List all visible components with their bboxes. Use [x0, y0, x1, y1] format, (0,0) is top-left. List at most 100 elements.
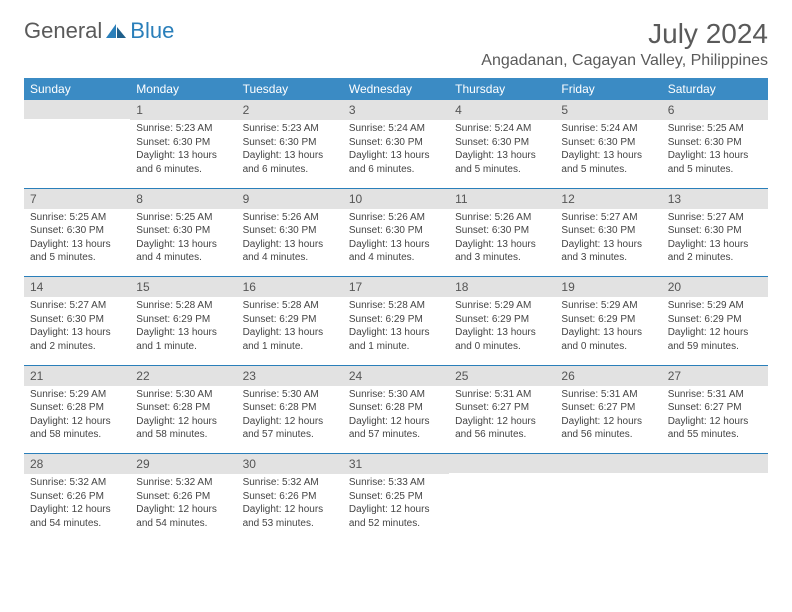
sunrise-line: Sunrise: 5:23 AM — [243, 122, 337, 136]
day-number: 28 — [24, 454, 130, 474]
day-cell: 15Sunrise: 5:28 AMSunset: 6:29 PMDayligh… — [130, 277, 236, 365]
calendar-body: 1Sunrise: 5:23 AMSunset: 6:30 PMDaylight… — [24, 100, 768, 542]
day-body: Sunrise: 5:23 AMSunset: 6:30 PMDaylight:… — [237, 120, 343, 180]
day-cell: 2Sunrise: 5:23 AMSunset: 6:30 PMDaylight… — [237, 100, 343, 188]
daylight-line: Daylight: 12 hours and 57 minutes. — [349, 415, 443, 442]
day-cell: 16Sunrise: 5:28 AMSunset: 6:29 PMDayligh… — [237, 277, 343, 365]
day-header: Saturday — [662, 78, 768, 100]
day-body: Sunrise: 5:30 AMSunset: 6:28 PMDaylight:… — [343, 386, 449, 446]
daylight-line: Daylight: 13 hours and 5 minutes. — [455, 149, 549, 176]
day-number: 23 — [237, 366, 343, 386]
day-number: 21 — [24, 366, 130, 386]
day-number: 1 — [130, 100, 236, 120]
daylight-line: Daylight: 13 hours and 1 minute. — [243, 326, 337, 353]
day-number: 22 — [130, 366, 236, 386]
sunset-line: Sunset: 6:29 PM — [668, 313, 762, 327]
day-cell — [555, 454, 661, 542]
day-body: Sunrise: 5:31 AMSunset: 6:27 PMDaylight:… — [555, 386, 661, 446]
daylight-line: Daylight: 12 hours and 54 minutes. — [30, 503, 124, 530]
sunset-line: Sunset: 6:29 PM — [136, 313, 230, 327]
sunrise-line: Sunrise: 5:32 AM — [243, 476, 337, 490]
day-body: Sunrise: 5:32 AMSunset: 6:26 PMDaylight:… — [130, 474, 236, 534]
day-number: 11 — [449, 189, 555, 209]
daylight-line: Daylight: 13 hours and 6 minutes. — [136, 149, 230, 176]
empty-day-number — [555, 454, 661, 473]
daylight-line: Daylight: 13 hours and 2 minutes. — [668, 238, 762, 265]
day-body: Sunrise: 5:28 AMSunset: 6:29 PMDaylight:… — [237, 297, 343, 357]
day-number: 9 — [237, 189, 343, 209]
day-cell: 7Sunrise: 5:25 AMSunset: 6:30 PMDaylight… — [24, 189, 130, 277]
day-cell: 9Sunrise: 5:26 AMSunset: 6:30 PMDaylight… — [237, 189, 343, 277]
sunrise-line: Sunrise: 5:24 AM — [455, 122, 549, 136]
day-number: 16 — [237, 277, 343, 297]
sunrise-line: Sunrise: 5:27 AM — [30, 299, 124, 313]
location: Angadanan, Cagayan Valley, Philippines — [481, 52, 768, 70]
day-number: 7 — [24, 189, 130, 209]
calendar-table: SundayMondayTuesdayWednesdayThursdayFrid… — [24, 78, 768, 542]
day-number: 20 — [662, 277, 768, 297]
sunset-line: Sunset: 6:28 PM — [30, 401, 124, 415]
day-cell: 8Sunrise: 5:25 AMSunset: 6:30 PMDaylight… — [130, 189, 236, 277]
day-number: 30 — [237, 454, 343, 474]
day-body: Sunrise: 5:29 AMSunset: 6:29 PMDaylight:… — [662, 297, 768, 357]
sunset-line: Sunset: 6:30 PM — [136, 136, 230, 150]
daylight-line: Daylight: 13 hours and 3 minutes. — [455, 238, 549, 265]
sunset-line: Sunset: 6:28 PM — [136, 401, 230, 415]
day-cell — [449, 454, 555, 542]
day-cell: 3Sunrise: 5:24 AMSunset: 6:30 PMDaylight… — [343, 100, 449, 188]
day-cell — [24, 100, 130, 188]
day-body: Sunrise: 5:27 AMSunset: 6:30 PMDaylight:… — [555, 209, 661, 269]
week-row: 1Sunrise: 5:23 AMSunset: 6:30 PMDaylight… — [24, 100, 768, 188]
day-number: 2 — [237, 100, 343, 120]
daylight-line: Daylight: 13 hours and 2 minutes. — [30, 326, 124, 353]
sunset-line: Sunset: 6:30 PM — [243, 136, 337, 150]
day-number: 31 — [343, 454, 449, 474]
sunset-line: Sunset: 6:30 PM — [561, 136, 655, 150]
day-body: Sunrise: 5:26 AMSunset: 6:30 PMDaylight:… — [343, 209, 449, 269]
day-cell — [662, 454, 768, 542]
week-row: 14Sunrise: 5:27 AMSunset: 6:30 PMDayligh… — [24, 277, 768, 365]
daylight-line: Daylight: 13 hours and 0 minutes. — [561, 326, 655, 353]
sunset-line: Sunset: 6:30 PM — [349, 224, 443, 238]
sunrise-line: Sunrise: 5:29 AM — [30, 388, 124, 402]
day-cell: 29Sunrise: 5:32 AMSunset: 6:26 PMDayligh… — [130, 454, 236, 542]
day-body: Sunrise: 5:33 AMSunset: 6:25 PMDaylight:… — [343, 474, 449, 534]
sunset-line: Sunset: 6:28 PM — [349, 401, 443, 415]
sunrise-line: Sunrise: 5:33 AM — [349, 476, 443, 490]
daylight-line: Daylight: 13 hours and 4 minutes. — [243, 238, 337, 265]
sunrise-line: Sunrise: 5:26 AM — [243, 211, 337, 225]
sunrise-line: Sunrise: 5:28 AM — [349, 299, 443, 313]
sunset-line: Sunset: 6:29 PM — [455, 313, 549, 327]
day-body: Sunrise: 5:25 AMSunset: 6:30 PMDaylight:… — [662, 120, 768, 180]
sunset-line: Sunset: 6:27 PM — [455, 401, 549, 415]
daylight-line: Daylight: 12 hours and 58 minutes. — [30, 415, 124, 442]
logo: General Blue — [24, 18, 174, 44]
daylight-line: Daylight: 12 hours and 55 minutes. — [668, 415, 762, 442]
sunset-line: Sunset: 6:26 PM — [243, 490, 337, 504]
sunset-line: Sunset: 6:30 PM — [136, 224, 230, 238]
week-row: 7Sunrise: 5:25 AMSunset: 6:30 PMDaylight… — [24, 189, 768, 277]
sunset-line: Sunset: 6:29 PM — [349, 313, 443, 327]
day-body: Sunrise: 5:24 AMSunset: 6:30 PMDaylight:… — [555, 120, 661, 180]
daylight-line: Daylight: 13 hours and 6 minutes. — [349, 149, 443, 176]
day-number: 8 — [130, 189, 236, 209]
day-body: Sunrise: 5:23 AMSunset: 6:30 PMDaylight:… — [130, 120, 236, 180]
day-number: 3 — [343, 100, 449, 120]
logo-text-blue: Blue — [130, 18, 174, 44]
sunset-line: Sunset: 6:29 PM — [561, 313, 655, 327]
sunrise-line: Sunrise: 5:31 AM — [668, 388, 762, 402]
day-body: Sunrise: 5:29 AMSunset: 6:28 PMDaylight:… — [24, 386, 130, 446]
sunrise-line: Sunrise: 5:28 AM — [136, 299, 230, 313]
day-body: Sunrise: 5:26 AMSunset: 6:30 PMDaylight:… — [237, 209, 343, 269]
day-number: 4 — [449, 100, 555, 120]
day-cell: 14Sunrise: 5:27 AMSunset: 6:30 PMDayligh… — [24, 277, 130, 365]
week-row: 21Sunrise: 5:29 AMSunset: 6:28 PMDayligh… — [24, 366, 768, 454]
day-number: 13 — [662, 189, 768, 209]
day-cell: 18Sunrise: 5:29 AMSunset: 6:29 PMDayligh… — [449, 277, 555, 365]
sunset-line: Sunset: 6:30 PM — [455, 224, 549, 238]
day-cell: 5Sunrise: 5:24 AMSunset: 6:30 PMDaylight… — [555, 100, 661, 188]
day-cell: 20Sunrise: 5:29 AMSunset: 6:29 PMDayligh… — [662, 277, 768, 365]
daylight-line: Daylight: 12 hours and 58 minutes. — [136, 415, 230, 442]
daylight-line: Daylight: 12 hours and 59 minutes. — [668, 326, 762, 353]
day-body: Sunrise: 5:27 AMSunset: 6:30 PMDaylight:… — [24, 297, 130, 357]
